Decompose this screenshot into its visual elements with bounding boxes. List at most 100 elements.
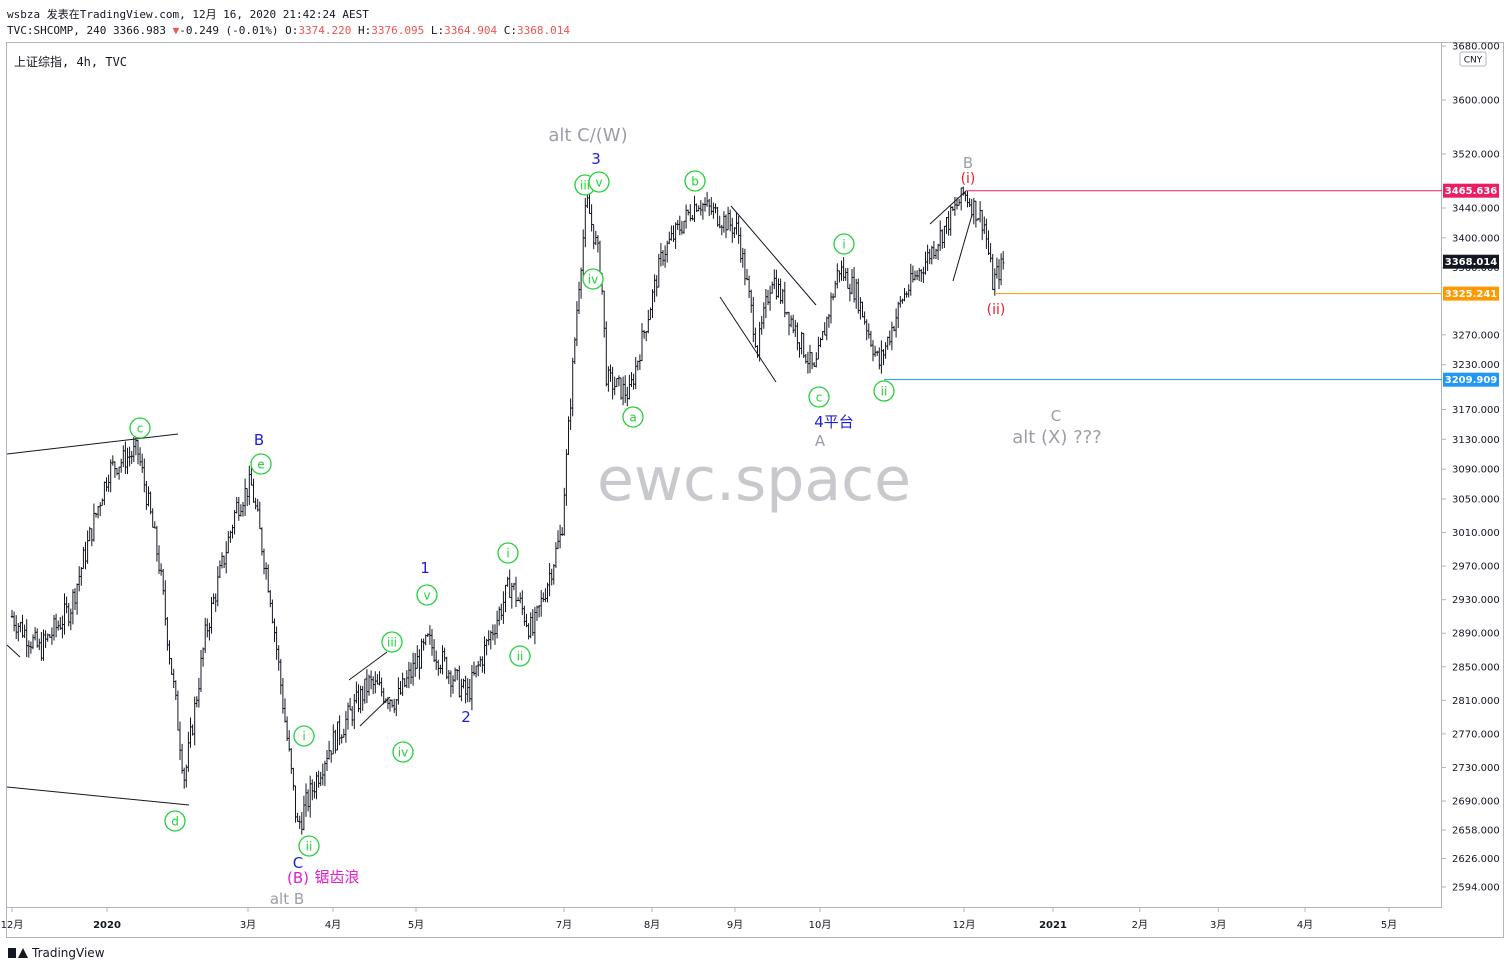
y-tick-label: 3600.000 (1452, 96, 1500, 107)
ohlc-bar (348, 697, 352, 711)
ohlc-bar (372, 676, 375, 695)
ohlc-bar (189, 717, 192, 748)
currency-label: CNY (1464, 56, 1483, 66)
ohlc-bar (636, 360, 639, 371)
ohlc-bar (735, 213, 738, 235)
ohlc-bar (262, 548, 266, 575)
ohlc-bar (813, 362, 816, 368)
ohlc-bar (254, 497, 257, 510)
ohlc-bar (44, 630, 47, 649)
ohlc-bar (573, 337, 576, 365)
ohlc-bar (477, 660, 480, 677)
ohlc-bar (437, 659, 440, 676)
wave-label-alt-b: alt B (270, 890, 304, 908)
ohlc-bar (199, 650, 203, 692)
ohlc-bar (840, 260, 843, 281)
ohlc-bar (229, 530, 232, 543)
ohlc-legend: TVC:SHCOMP, 240 3366.983 ▼-0.249 (-0.01%… (7, 24, 570, 37)
ohlc-bar (838, 270, 841, 283)
ohlc-bar (50, 627, 54, 645)
ohlc-bar (216, 566, 219, 607)
ohlc-bar (327, 740, 331, 760)
ohlc-bar (243, 478, 247, 516)
ohlc-bar (903, 287, 906, 302)
ohlc-bar (930, 245, 933, 265)
ohlc-bar (279, 659, 282, 695)
level-3465-label: 3465.636 (1445, 186, 1498, 197)
ohlc-bar (338, 715, 341, 746)
ohlc-bar (884, 342, 887, 359)
svg-text:v: v (423, 589, 430, 603)
y-tick-label: 3170.000 (1452, 405, 1500, 416)
down-arrow-icon: ▼ (165, 24, 180, 37)
symbol-label: 上证综指, 4h, TVC (14, 55, 128, 69)
x-tick-label: 12月 (953, 919, 976, 931)
svg-text:iii: iii (387, 636, 397, 650)
x-tick-label: 9月 (727, 919, 743, 931)
wave-label-iv: iv (582, 268, 604, 290)
ohlc-bar (399, 681, 402, 695)
ohlc-bar (388, 699, 392, 712)
plot-area[interactable] (6, 42, 1442, 908)
ohlc-bar (185, 764, 188, 788)
ohlc-bar (514, 576, 518, 607)
x-tick-label: 5月 (1381, 919, 1397, 931)
svg-text:e: e (257, 458, 264, 472)
ohlc-bar (768, 285, 772, 311)
svg-text:v: v (595, 176, 602, 190)
y-tick-label: 2810.000 (1452, 696, 1500, 707)
ohlc-bar (687, 209, 690, 216)
ohlc-bar (922, 266, 925, 284)
ohlc-bar (292, 767, 295, 791)
ohlc-bar (481, 656, 484, 673)
ohlc-bar (210, 597, 213, 634)
ohlc-bar (987, 230, 990, 255)
ohlc-bar (947, 211, 950, 236)
y-tick-label: 2890.000 (1452, 629, 1500, 640)
x-tick-label: 3月 (1210, 919, 1226, 931)
ohlc-bar (88, 526, 91, 542)
ohlc-bar (628, 374, 631, 400)
ohlc-bar (168, 640, 171, 665)
ohlc-bar (525, 614, 528, 628)
x-tick-label: 2021 (1039, 920, 1067, 931)
ohlc-bar (920, 269, 923, 283)
price-axis[interactable] (1442, 42, 1504, 908)
ohlc-bar (424, 634, 427, 646)
currency-badge (1459, 51, 1487, 67)
time-axis[interactable] (6, 908, 1442, 938)
ohlc-bar (84, 541, 87, 570)
ohlc-bar (195, 696, 198, 708)
watermark: ewc.space (597, 445, 911, 515)
ohlc-bar (649, 307, 652, 321)
ohlc-bar (630, 371, 633, 387)
ohlc-bar (105, 477, 108, 492)
ohlc-bar (296, 812, 299, 822)
ohlc-bar (283, 698, 287, 723)
ohlc-bar (754, 327, 757, 348)
ohlc-bar (117, 466, 121, 480)
trend-line (6, 433, 179, 455)
ohlc-bar (57, 620, 60, 631)
ohlc-bar (743, 248, 747, 286)
close-value: 3368.014 (517, 24, 570, 37)
ohlc-bar (267, 564, 270, 593)
ohlc-bar (584, 197, 587, 248)
ohlc-bar (493, 624, 497, 645)
ohlc-bar (397, 677, 400, 705)
wave-label-c: c (808, 386, 830, 408)
ohlc-bar (59, 617, 62, 630)
ohlc-bar (642, 329, 646, 339)
wave-label-ii: (ii) (987, 302, 1006, 318)
ohlc-bar (603, 290, 606, 338)
ohlc-bar (794, 319, 797, 337)
ohlc-bar (556, 530, 560, 550)
ohlc-bar (569, 398, 572, 430)
ohlc-bar (491, 624, 495, 641)
ohlc-bar (861, 301, 864, 318)
ohlc-bar (147, 486, 150, 507)
ohlc-bar (634, 356, 637, 390)
ohlc-bar (787, 311, 791, 336)
ohlc-bar (928, 248, 931, 265)
ohlc-bar (176, 690, 180, 731)
